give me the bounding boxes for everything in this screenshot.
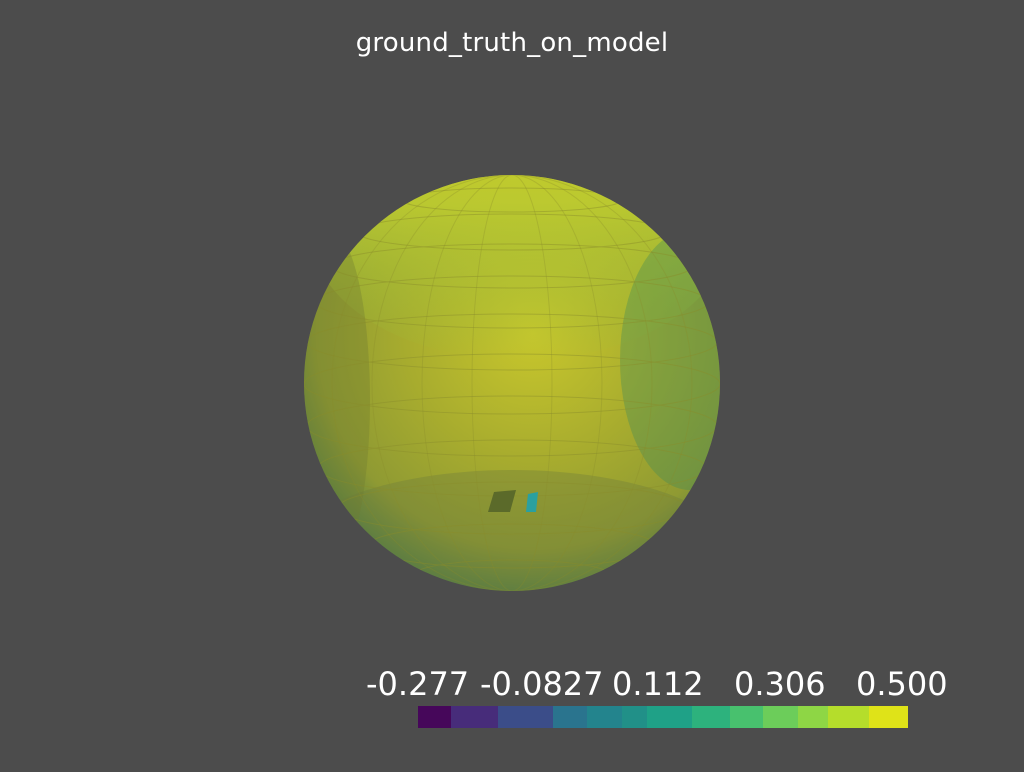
colorbar-segment [827,706,869,728]
colorbar-segment [762,706,799,728]
colorbar-tick-label: -0.277 [366,665,470,703]
colorbar-segment [692,706,730,728]
colorbar-segment [621,706,648,728]
colorbar-tick-label: 0.306 [734,665,826,703]
colorbar-segment [553,706,587,728]
colorbar-segment [798,706,828,728]
colorbar-tick-label: 0.500 [856,665,948,703]
colorbar-segment [868,706,908,728]
colorbar-tick-label: 0.112 [612,665,704,703]
colorbar-segment [451,706,499,728]
plot-title: ground_truth_on_model [355,28,669,58]
colorbar-strip [418,706,908,728]
surface-defect [488,490,516,512]
colorbar-segment [586,706,622,728]
colorbar-segment [418,706,452,728]
scalar-bar: -0.277 -0.0827 0.112 0.306 0.500 [360,662,960,742]
colorbar-segment [498,706,554,728]
colorbar-segment [647,706,693,728]
colorbar-segment [729,706,763,728]
colorbar-tick-label: -0.0827 [480,665,604,703]
